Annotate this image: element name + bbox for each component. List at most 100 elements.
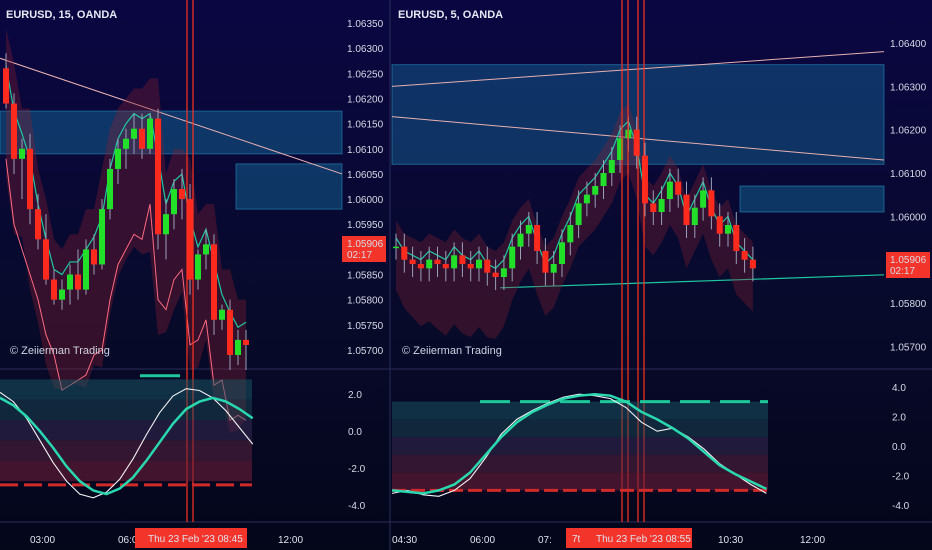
candle [592, 186, 599, 195]
price-tick-label: 1.06050 [347, 170, 384, 181]
candle [75, 274, 81, 290]
crosshair-time-prefix: 7t [572, 534, 581, 545]
osc-tick-label: 2.0 [892, 412, 906, 423]
osc-tick-label: 2.0 [348, 390, 362, 401]
chart-title: EURUSD, 5, OANDA [398, 9, 503, 21]
support-line [499, 274, 885, 289]
band-lower-line [5, 158, 247, 422]
candle [401, 246, 408, 260]
candle [725, 225, 731, 234]
candle [147, 118, 153, 149]
candle [43, 239, 49, 280]
osc-tick-label: -2.0 [348, 464, 366, 475]
candle [534, 225, 541, 251]
price-tick-label: 1.05800 [890, 299, 927, 310]
osc-slow-line [0, 396, 254, 496]
watermark: © Zeiierman Trading [10, 345, 110, 357]
candle [741, 251, 748, 260]
osc-tick-label: -4.0 [348, 501, 366, 512]
price-tick-label: 1.06400 [890, 39, 927, 50]
candle [509, 246, 516, 269]
candle [617, 138, 624, 160]
crosshair-time-tag [135, 528, 247, 548]
candle [683, 194, 690, 225]
price-tick-label: 1.05800 [347, 296, 384, 307]
price-tag [342, 236, 386, 262]
candle [550, 264, 557, 273]
osc-slow-line [391, 392, 767, 495]
time-label: 07: [538, 535, 552, 546]
time-label: 10:30 [718, 535, 743, 546]
candle [179, 189, 185, 200]
price-tick-label: 1.06100 [347, 145, 384, 156]
osc-zone [392, 454, 768, 473]
volatility-band [396, 103, 753, 339]
candle [187, 199, 193, 280]
price-tick-label: 1.05950 [347, 220, 384, 231]
candle [608, 160, 615, 173]
candle [35, 209, 41, 240]
osc-zone [392, 472, 768, 491]
candle [99, 209, 105, 265]
candle [163, 214, 169, 235]
crosshair-time-label: Thu 23 Feb '23 08:55 [596, 534, 691, 545]
time-label: 12:00 [800, 535, 825, 546]
candle [583, 194, 590, 204]
countdown-label: 02:17 [347, 250, 372, 261]
price-tick-label: 1.06300 [347, 44, 384, 55]
candle [716, 216, 723, 234]
candle [51, 279, 57, 300]
price-tag [886, 252, 930, 278]
candle [542, 251, 549, 273]
candle [91, 249, 97, 265]
price-tick-label: 1.06350 [347, 19, 384, 30]
candle [442, 264, 449, 269]
time-label: 12:00 [278, 535, 303, 546]
candle [733, 225, 740, 251]
candle [675, 181, 682, 195]
candle [27, 148, 33, 210]
osc-tick-label: -2.0 [892, 472, 910, 483]
osc-tick-label: 0.0 [348, 427, 362, 438]
candle [517, 233, 524, 247]
candle [633, 129, 640, 156]
price-tick-label: 1.06200 [890, 126, 927, 137]
price-tick-label: 1.05700 [347, 346, 384, 357]
price-tick-label: 1.05750 [347, 321, 384, 332]
candle [211, 244, 217, 320]
volatility-band [6, 28, 246, 433]
candle [409, 259, 416, 264]
candle [11, 103, 17, 159]
time-label: 06:00 [118, 535, 143, 546]
candle [155, 118, 161, 235]
osc-zone [0, 460, 252, 482]
price-tick-label: 1.06000 [347, 195, 384, 206]
candle [417, 264, 424, 269]
candle [123, 138, 129, 149]
time-label: 03:00 [30, 535, 55, 546]
candle [700, 190, 707, 208]
osc-tick-label: 0.0 [892, 442, 906, 453]
crosshair-time-tag [566, 528, 692, 548]
price-tick-label: 1.06100 [890, 169, 927, 180]
candle [139, 128, 145, 149]
candle [83, 249, 89, 290]
candle [393, 246, 399, 249]
candle [476, 259, 482, 269]
candle [171, 189, 177, 215]
candle [67, 274, 73, 290]
trend-line [0, 57, 343, 175]
sr-zone [235, 163, 343, 210]
candle [3, 68, 9, 104]
price-tick-label: 1.06300 [890, 82, 927, 93]
current-price-label: 1.05906 [347, 239, 384, 250]
osc-zone [0, 379, 252, 400]
candle [658, 199, 665, 212]
candle [500, 268, 507, 277]
candle [426, 259, 433, 269]
watermark: © Zeiierman Trading [402, 345, 502, 357]
current-price-label: 1.05906 [890, 255, 927, 266]
band-line [395, 119, 754, 270]
